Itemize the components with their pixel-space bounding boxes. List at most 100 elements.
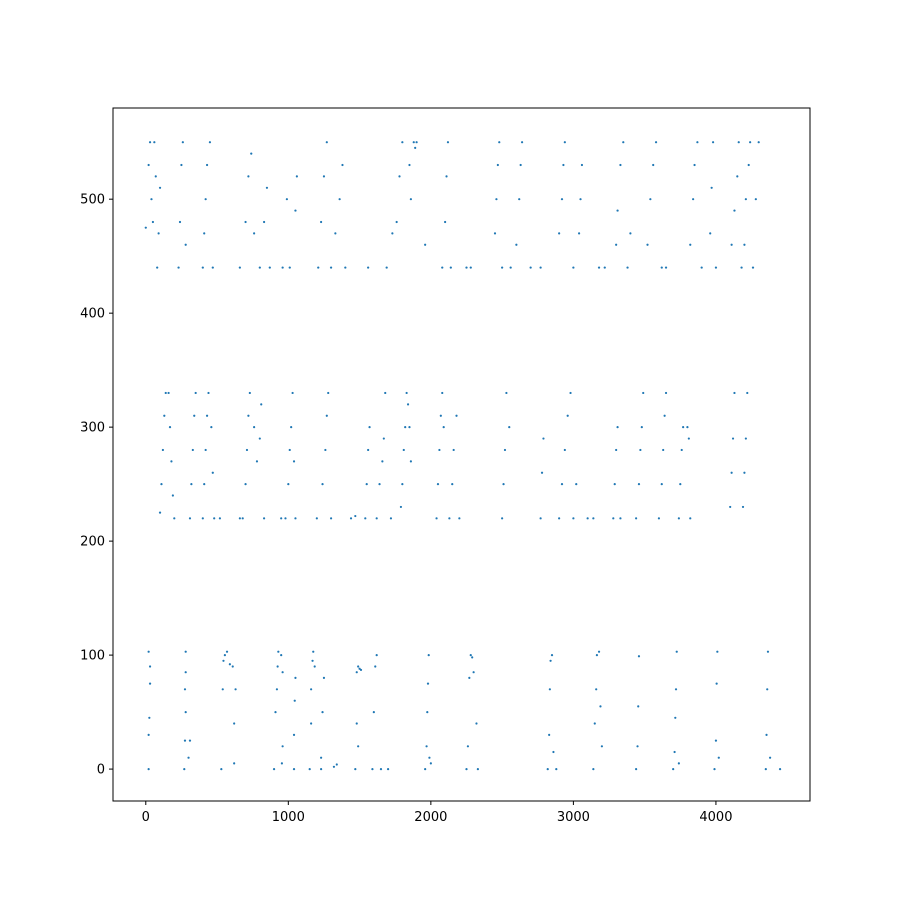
data-point [315, 517, 318, 520]
data-point [368, 426, 371, 429]
data-point [365, 483, 368, 486]
data-point [572, 266, 575, 269]
data-point [158, 511, 162, 514]
x-tick-label: 1000 [272, 810, 305, 825]
data-point [616, 209, 619, 212]
data-point [292, 767, 296, 771]
data-point [262, 220, 266, 224]
data-point [635, 767, 638, 771]
data-point [426, 682, 430, 685]
data-point [673, 750, 676, 754]
x-tick-label: 4000 [699, 810, 732, 825]
data-point [501, 517, 504, 520]
data-point [436, 483, 440, 486]
data-point [639, 448, 642, 452]
data-point [181, 141, 184, 144]
data-point [692, 198, 695, 201]
data-point [729, 505, 732, 509]
data-point [539, 266, 542, 269]
data-point [664, 266, 668, 269]
data-point [329, 517, 333, 520]
data-point [415, 141, 418, 144]
data-point [546, 767, 549, 771]
data-point [442, 426, 445, 429]
data-point [599, 705, 602, 708]
data-point [563, 141, 566, 144]
data-point [613, 483, 616, 486]
data-point [210, 426, 213, 429]
data-point [751, 266, 755, 269]
data-point [164, 391, 167, 395]
data-point [317, 266, 320, 269]
data-point [455, 414, 458, 417]
data-point [288, 266, 291, 269]
data-point [465, 266, 468, 269]
y-tick-label: 200 [80, 535, 105, 550]
data-point [675, 650, 678, 653]
data-point [569, 391, 572, 395]
data-point [173, 517, 176, 520]
data-point [218, 517, 221, 520]
data-point [637, 705, 640, 708]
data-point [660, 483, 663, 486]
data-point [579, 198, 582, 201]
data-point [233, 722, 236, 725]
data-point [168, 426, 172, 429]
data-point [258, 437, 261, 440]
data-point [381, 460, 384, 463]
data-point [262, 517, 266, 520]
data-point [542, 437, 545, 440]
data-point [201, 266, 204, 269]
data-point [325, 414, 328, 417]
data-point [629, 232, 632, 235]
data-point [188, 517, 192, 520]
data-point [503, 448, 507, 452]
data-point [385, 266, 388, 269]
data-point [295, 175, 298, 178]
data-point [280, 654, 283, 657]
y-tick-label: 400 [80, 307, 105, 322]
y-tick-label: 0 [97, 763, 105, 778]
data-point [715, 682, 718, 685]
data-point [766, 650, 770, 653]
data-point [496, 163, 499, 167]
data-point [693, 163, 696, 167]
data-point [406, 403, 410, 406]
data-point [558, 517, 561, 520]
data-point [401, 483, 404, 486]
data-point [475, 722, 478, 725]
data-point [539, 517, 542, 520]
data-point [320, 220, 323, 224]
data-point [184, 243, 187, 246]
data-point [426, 711, 429, 714]
data-point [148, 141, 152, 144]
data-point [405, 391, 408, 395]
data-point [529, 266, 532, 269]
data-point [379, 767, 383, 771]
data-point [592, 517, 595, 520]
data-point [274, 711, 277, 714]
data-point [188, 739, 192, 742]
data-point [311, 659, 314, 662]
data-point [498, 141, 501, 144]
data-point [171, 494, 174, 497]
data-point [518, 198, 521, 201]
data-point [682, 426, 685, 429]
data-point [272, 767, 276, 771]
data-point [248, 391, 251, 395]
data-point [677, 762, 680, 765]
data-point [203, 483, 206, 486]
data-point [398, 175, 401, 178]
data-point [764, 767, 767, 771]
data-point [711, 141, 715, 144]
data-point [687, 437, 690, 440]
data-point [280, 517, 283, 520]
data-point [558, 232, 561, 235]
data-point [147, 733, 150, 736]
data-point [586, 517, 589, 520]
data-point [733, 209, 736, 212]
data-point [211, 266, 214, 269]
data-point [170, 460, 173, 463]
data-point [310, 722, 313, 725]
data-point [452, 448, 455, 452]
